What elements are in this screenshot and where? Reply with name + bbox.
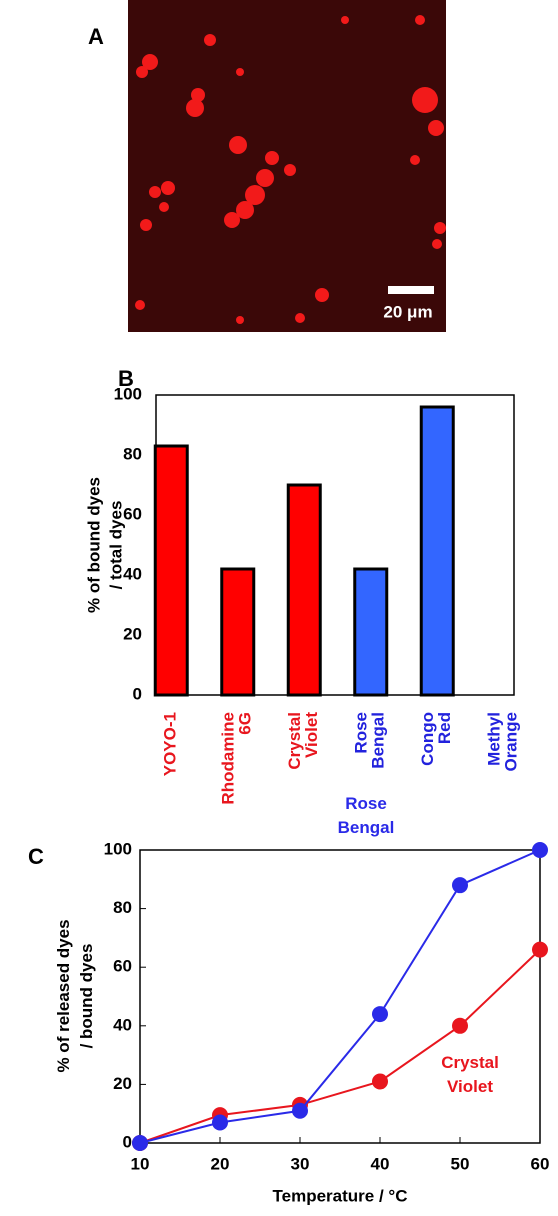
y-tick-label: 60 [123,504,142,523]
axis-frame [140,850,540,1143]
point [452,1018,468,1034]
y-tick-label: 20 [123,624,142,643]
series-line [140,850,540,1143]
panel-label: A [88,24,104,49]
x-tick-label: 10 [131,1154,150,1173]
bar [355,569,387,695]
bar [288,485,320,695]
y-axis-title: / bound dyes [77,944,96,1049]
y-tick-label: 40 [123,564,142,583]
x-tick-label: RoseBengal [352,712,388,769]
point [452,877,468,893]
y-tick-label: 20 [113,1074,132,1093]
x-tick-label: 50 [451,1154,470,1173]
y-tick-label: 60 [113,957,132,976]
bar [222,569,254,695]
y-tick-label: 80 [113,898,132,917]
y-axis-title: % of released dyes [54,919,73,1072]
scale-bar-label: 20 μm [383,302,432,321]
point [532,842,548,858]
point [212,1114,228,1130]
x-tick-label: MethylOrange [485,712,521,772]
y-tick-label: 40 [113,1015,132,1034]
bar [421,407,453,695]
y-tick-label: 0 [123,1132,132,1151]
x-tick-label: Rhodamine6G [219,712,255,805]
panel-label: C [28,844,44,869]
y-tick-label: 80 [123,444,142,463]
bar [155,446,187,695]
point [372,1006,388,1022]
y-tick-label: 0 [133,684,142,703]
x-tick-label: 30 [291,1154,310,1173]
x-tick-label: 40 [371,1154,390,1173]
point [372,1073,388,1089]
x-tick-label: CrystalViolet [285,712,321,770]
series-line [140,950,540,1143]
x-tick-label: CongoRed [418,712,454,766]
y-axis-title: / total dyes [106,501,125,590]
micrograph: 20 μm A [88,0,446,332]
figure: 20 μm A B020406080100% of bound dyes/ to… [0,0,558,1216]
point [532,942,548,958]
y-tick-label: 100 [114,384,142,403]
x-axis-title: Temperature / °C [273,1186,408,1205]
x-tick-label: 20 [211,1154,230,1173]
x-tick-label: YOYO-1 [161,712,180,776]
x-tick-label: 60 [531,1154,550,1173]
y-axis-title: % of bound dyes [84,477,103,613]
y-tick-label: 100 [104,839,132,858]
point [292,1103,308,1119]
point [132,1135,148,1151]
axis-frame [156,395,514,695]
scale-bar [388,286,434,294]
